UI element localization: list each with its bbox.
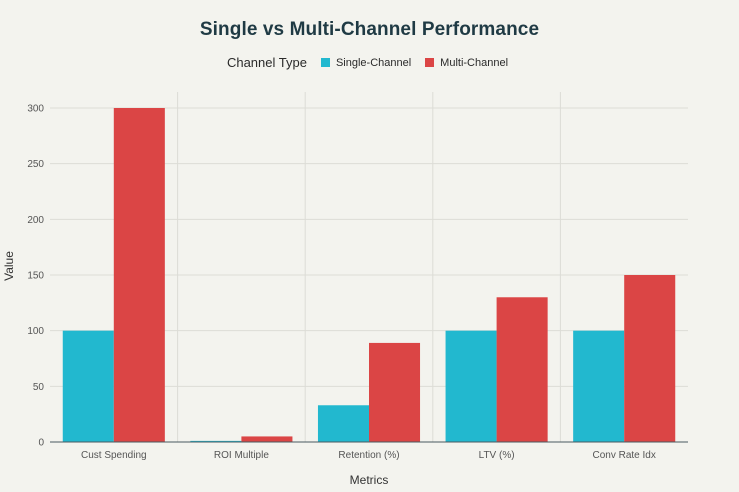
bar-single-channel-2[interactable] — [317, 405, 369, 442]
y-tick-label: 300 — [27, 104, 44, 115]
x-tick-label: LTV (%) — [479, 450, 515, 461]
x-tick-label: Conv Rate Idx — [593, 450, 656, 461]
bar-single-channel-3[interactable] — [445, 330, 497, 442]
bar-multi-channel-1[interactable] — [241, 436, 293, 442]
chart-title: Single vs Multi-Channel Performance — [199, 19, 540, 40]
bar-single-channel-4[interactable] — [573, 330, 625, 442]
legend-item-multi-channel[interactable]: Multi-Channel — [425, 57, 508, 69]
bar-multi-channel-3[interactable] — [496, 297, 548, 442]
axis-layer: 0 50 100 150 200 250 300 Cust Spending ROI Multi… — [27, 104, 688, 461]
legend-swatch-multi-channel — [425, 58, 435, 67]
bar-single-channel-1[interactable] — [190, 440, 242, 442]
y-tick-label: 0 — [38, 438, 44, 449]
y-tick-label: 200 — [27, 215, 44, 226]
y-tick-label: 150 — [27, 271, 44, 282]
bar-single-channel-0[interactable] — [62, 330, 114, 442]
legend: Channel Type Single-Channel Multi-Channe… — [0, 55, 739, 70]
legend-label-single-channel: Single-Channel — [335, 56, 412, 69]
legend-title: Channel Type — [226, 55, 307, 70]
bars-layer — [62, 108, 676, 442]
x-tick-label: Retention (%) — [338, 450, 399, 461]
legend-item-single-channel[interactable]: Single-Channel — [320, 56, 412, 69]
bar-multi-channel-4[interactable] — [624, 275, 676, 442]
legend-swatch-single-channel — [320, 58, 330, 67]
y-axis-title: Value — [2, 251, 16, 281]
bar-multi-channel-2[interactable] — [369, 342, 421, 442]
x-tick-label: Cust Spending — [81, 450, 147, 461]
y-tick-label: 50 — [33, 382, 45, 393]
x-tick-label: ROI Multiple — [214, 450, 269, 461]
bar-multi-channel-0[interactable] — [113, 108, 165, 442]
x-axis-title: Metrics — [350, 473, 389, 487]
y-tick-label: 100 — [27, 326, 44, 337]
legend-label-multi-channel: Multi-Channel — [440, 56, 509, 69]
y-tick-label: 250 — [27, 159, 44, 170]
